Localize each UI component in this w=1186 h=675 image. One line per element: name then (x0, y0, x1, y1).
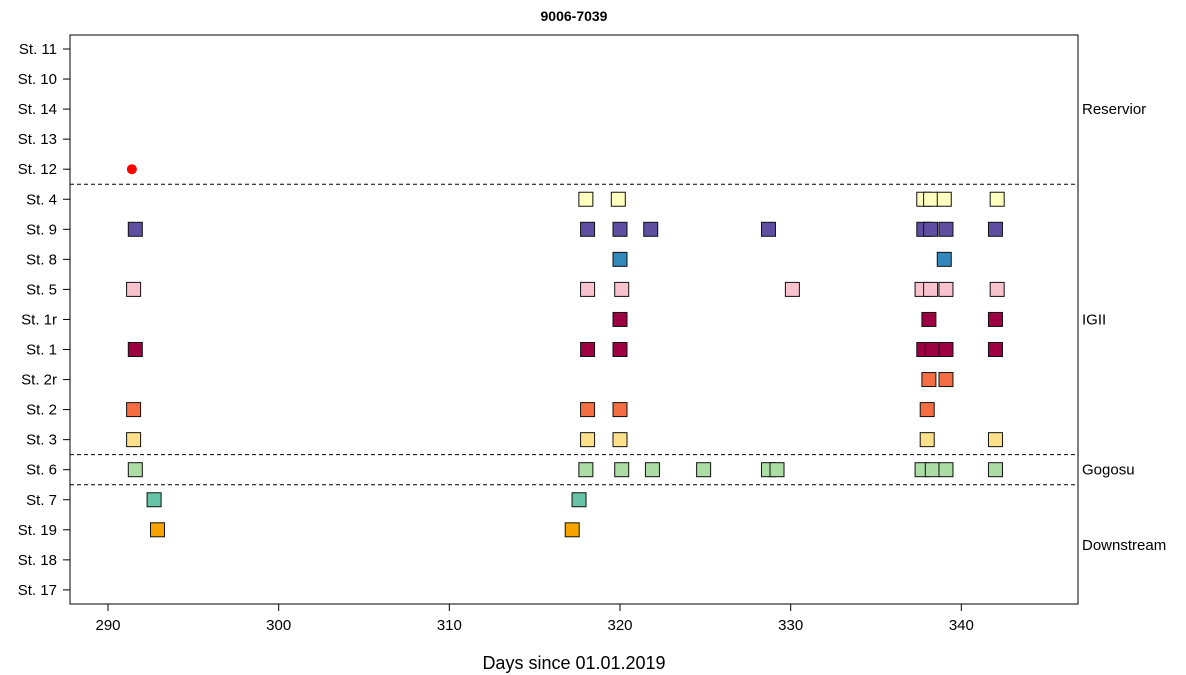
detection-marker (923, 191, 939, 207)
detection-marker (987, 311, 1003, 327)
detection-marker (936, 251, 952, 267)
y-axis: St. 11 St. 10 St. 14 St. 13 St. 12 St. 4 St. 9… (18, 41, 71, 599)
detection-marker (127, 462, 143, 478)
detection-marker (127, 221, 143, 237)
detection-marker (614, 462, 630, 478)
detection-marker (126, 281, 142, 297)
detection-marker (580, 281, 596, 297)
detection-marker (921, 311, 937, 327)
detection-marker (612, 251, 628, 267)
y-tick-label: St. 1 (26, 342, 57, 359)
y-tick-label: St. 19 (18, 522, 57, 539)
detection-marker (938, 372, 954, 388)
detection-marker (612, 342, 628, 357)
x-axis-title: Days since 01.01.2019 (482, 653, 665, 673)
detection-marker (580, 432, 596, 448)
detection-marker (769, 462, 785, 478)
detection-marker (919, 432, 935, 448)
y-tick-label: St. 11 (19, 41, 57, 58)
detection-marker (696, 462, 712, 478)
detection-marker (127, 342, 143, 357)
y-tick-label: St. 9 (26, 221, 57, 238)
zone-labels: Reservior IGII Gogosu Downstream (1082, 101, 1166, 554)
detection-marker (644, 462, 660, 478)
x-tick-label: 310 (437, 617, 462, 634)
detection-marker (924, 342, 940, 357)
detection-marker (938, 462, 954, 478)
detection-marks (126, 164, 1005, 538)
detection-marker (612, 402, 628, 418)
detection-marker (923, 281, 939, 297)
detection-marker (126, 402, 142, 418)
y-tick-label: St. 8 (26, 251, 57, 268)
x-tick-label: 330 (778, 617, 803, 634)
y-tick-label: St. 12 (18, 161, 57, 178)
zone-label-reservior: Reservior (1082, 101, 1146, 118)
detection-marker (987, 432, 1003, 448)
y-tick-label: St. 5 (26, 281, 57, 298)
detection-marker (580, 221, 596, 237)
detection-marker (580, 342, 596, 357)
y-tick-label: St. 4 (26, 191, 57, 208)
detection-marker (987, 462, 1003, 478)
detection-marker (784, 281, 800, 297)
detection-marker (612, 221, 628, 237)
detection-marker (938, 281, 954, 297)
detection-marker (987, 342, 1003, 357)
detection-marker (760, 221, 776, 237)
zone-label-igii: IGII (1082, 311, 1106, 328)
detection-marker (938, 221, 954, 237)
detection-marker (921, 372, 937, 388)
detection-marker (580, 402, 596, 418)
detection-marker (146, 492, 162, 508)
detection-marker (126, 432, 142, 448)
detection-marker (989, 281, 1005, 297)
y-tick-label: St. 1r (21, 311, 57, 328)
detection-marker (564, 522, 580, 538)
y-tick-label: St. 2r (21, 372, 57, 389)
y-tick-label: St. 2 (26, 402, 57, 419)
x-tick-label: 320 (607, 617, 632, 634)
detection-marker (987, 221, 1003, 237)
detection-marker (919, 402, 935, 418)
detection-marker (643, 221, 659, 237)
zone-dividers (70, 183, 1078, 486)
y-tick-label: St. 14 (18, 101, 57, 118)
detection-marker (989, 191, 1005, 207)
detection-marker (923, 221, 939, 237)
y-tick-label: St. 6 (26, 462, 57, 479)
detection-marker (578, 462, 594, 478)
release-point (126, 164, 137, 175)
y-tick-label: St. 13 (18, 131, 57, 148)
x-axis: 290 300 310 320 330 340 (95, 603, 974, 634)
x-tick-label: 290 (95, 617, 120, 634)
zone-label-gogosu: Gogosu (1082, 462, 1135, 479)
chart-title: 9006-7039 (541, 8, 608, 24)
y-tick-label: St. 18 (18, 552, 57, 569)
detection-marker (571, 492, 587, 508)
zone-label-downstream: Downstream (1082, 537, 1166, 554)
x-tick-label: 300 (266, 617, 291, 634)
y-tick-label: St. 10 (18, 71, 57, 88)
detection-marker (924, 462, 940, 478)
detection-marker (149, 522, 165, 538)
x-tick-label: 340 (949, 617, 974, 634)
detection-marker (612, 432, 628, 448)
detection-marker (936, 191, 952, 207)
detection-marker (938, 342, 954, 357)
detection-marker (614, 281, 630, 297)
y-tick-label: St. 3 (26, 432, 57, 449)
y-tick-label: St. 17 (18, 582, 57, 599)
detection-marker (610, 191, 626, 207)
y-tick-label: St. 7 (26, 492, 57, 509)
detection-marker (612, 311, 628, 327)
detection-marker (578, 191, 594, 207)
